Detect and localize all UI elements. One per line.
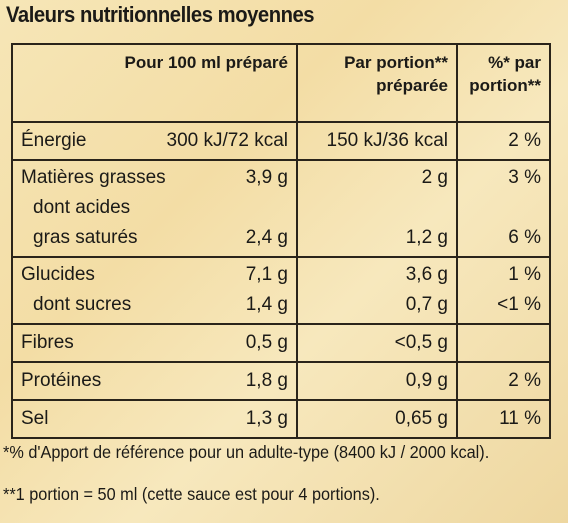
label-matieres-grasses: Matières grasses [21, 167, 166, 188]
footnote-portion-size: **1 portion = 50 ml (cette sauce est pou… [3, 484, 380, 504]
label-proteines: Protéines [21, 370, 102, 391]
label-fibres: Fibres [21, 332, 74, 353]
value-sucres-portion: 0,7 g [405, 294, 448, 315]
value-mg-pct: 3 % [508, 167, 541, 188]
value-energie-pct: 2 % [508, 130, 541, 151]
row-glucides: Glucides 7,1 g dont sucres 1,4 g 3,6 g 0… [11, 256, 551, 325]
value-proteines-pct: 2 % [508, 370, 541, 391]
table-title: Valeurs nutritionnelles moyennes [6, 2, 315, 27]
value-proteines-portion: 0,9 g [405, 370, 448, 391]
value-fibres-pct [466, 328, 541, 358]
header-portion: Par portion** préparée [296, 43, 458, 123]
row-energie: Énergie 300 kJ/72 kcal 150 kJ/36 kcal 2 … [11, 121, 551, 161]
value-sel-pct: 11 % [499, 408, 541, 429]
value-glucides-per100: 7,1 g [245, 264, 288, 285]
label-dont-sucres: dont sucres [33, 294, 132, 315]
value-sucres-pct: <1 % [497, 294, 541, 315]
value-glucides-portion: 3,6 g [405, 264, 448, 285]
row-fibres: Fibres 0,5 g <0,5 g [11, 323, 551, 363]
value-satures-portion: 1,2 g [405, 227, 448, 248]
header-row: Pour 100 ml préparé Par portion** prépar… [11, 43, 551, 123]
value-mg-portion: 2 g [421, 167, 448, 188]
value-glucides-pct: 1 % [508, 264, 541, 285]
value-mg-per100: 3,9 g [245, 167, 288, 188]
value-proteines-per100: 1,8 g [245, 370, 288, 391]
header-per100: Pour 100 ml préparé [11, 43, 298, 123]
label-energie: Énergie [21, 130, 87, 151]
value-sel-portion: 0,65 g [395, 408, 448, 429]
value-fibres-per100: 0,5 g [245, 332, 288, 353]
value-energie-portion: 150 kJ/36 kcal [326, 130, 448, 151]
value-sucres-per100: 1,4 g [245, 294, 288, 315]
value-sel-per100: 1,3 g [245, 408, 288, 429]
value-fibres-portion: <0,5 g [394, 332, 448, 353]
row-proteines: Protéines 1,8 g 0,9 g 2 % [11, 361, 551, 401]
label-gras-satures: gras saturés [33, 227, 138, 248]
value-energie-per100: 300 kJ/72 kcal [166, 130, 288, 151]
value-satures-per100: 2,4 g [245, 227, 288, 248]
nutrition-table: Pour 100 ml préparé Par portion** prépar… [11, 43, 551, 439]
row-matieres-grasses: Matières grasses 3,9 g dont acides gras … [11, 159, 551, 258]
value-satures-pct: 6 % [508, 227, 541, 248]
label-glucides: Glucides [21, 264, 95, 285]
row-sel: Sel 1,3 g 0,65 g 11 % [11, 399, 551, 439]
label-dont-acides: dont acides [33, 197, 131, 218]
header-percent: %* par portion** [456, 43, 551, 123]
footnote-reference-intake: *% d'Apport de référence pour un adulte-… [3, 442, 490, 462]
label-sel: Sel [21, 408, 49, 429]
